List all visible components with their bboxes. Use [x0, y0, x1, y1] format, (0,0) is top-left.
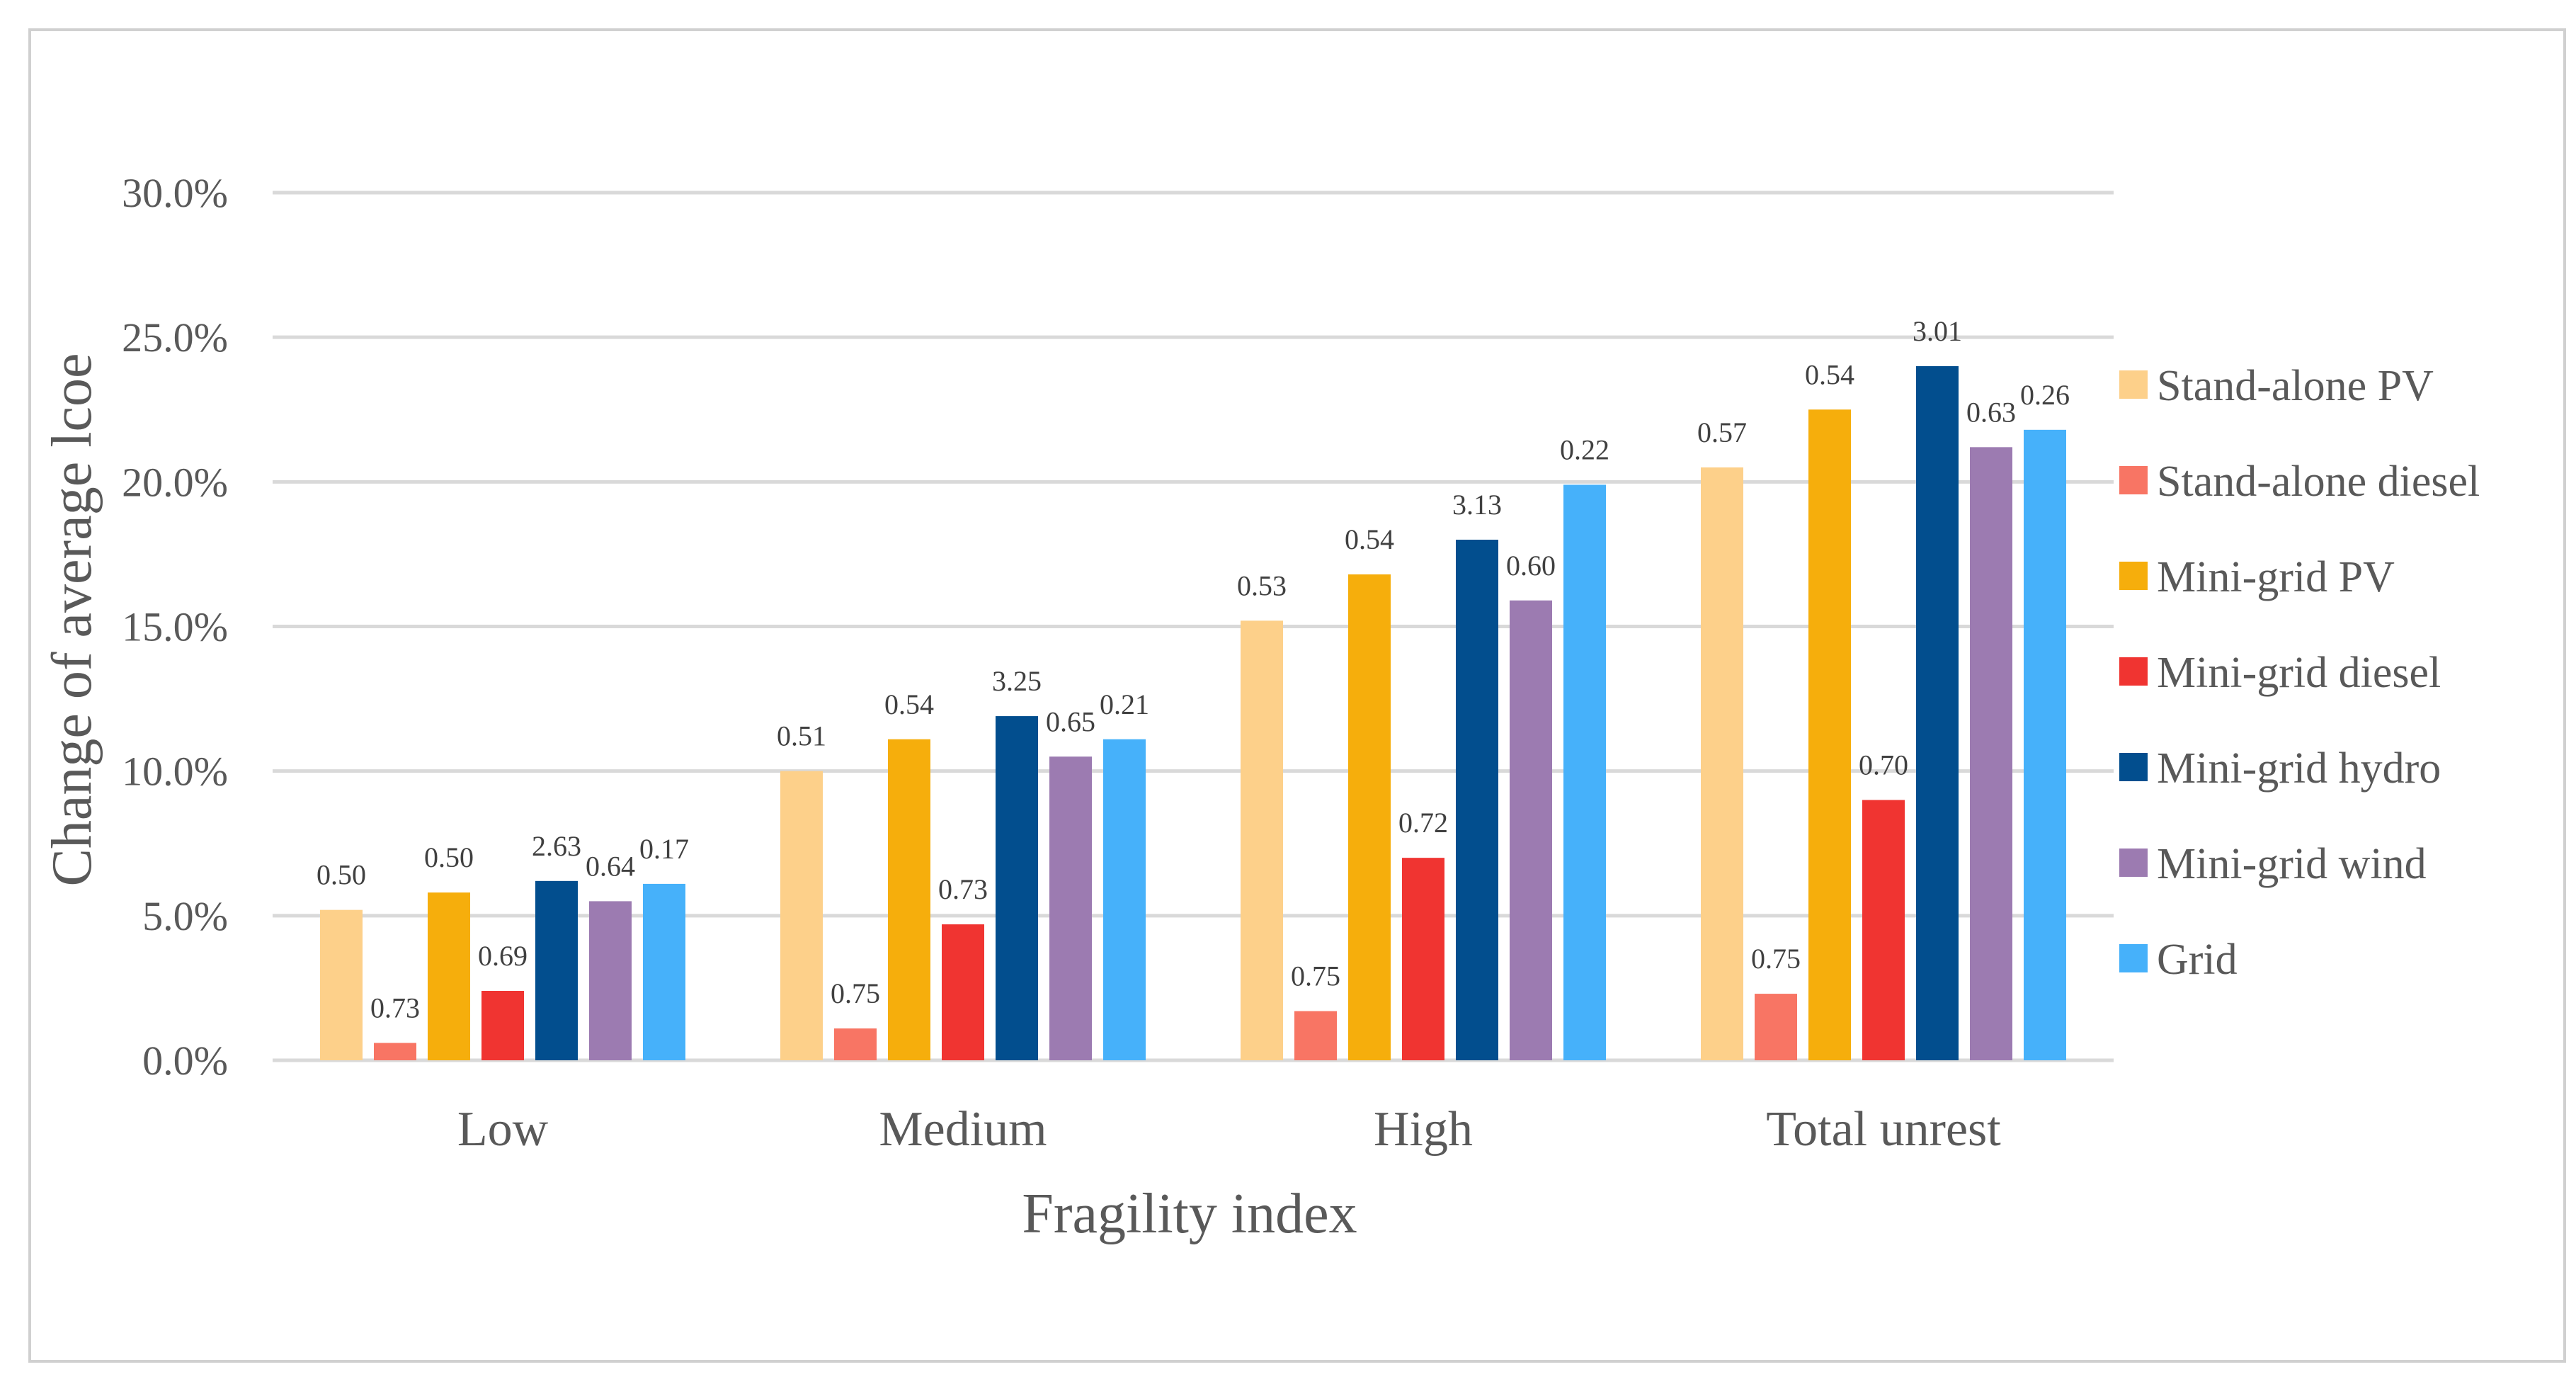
y-tick-label: 0.0% — [142, 1038, 228, 1084]
bar — [1862, 800, 1905, 1060]
legend-swatch — [2119, 657, 2148, 686]
legend-swatch — [2119, 753, 2148, 781]
y-tick-label: 15.0% — [122, 604, 228, 650]
label-layer: 0.0% 5.0% 10.0% 15.0% 20.0% 25.0% 30.0% 0.50 0.7… — [122, 170, 2070, 1157]
bar — [1348, 574, 1391, 1060]
bar — [2024, 429, 2066, 1060]
data-label: 0.26 — [2020, 379, 2070, 411]
bar — [1294, 1011, 1337, 1060]
data-label: 0.51 — [777, 720, 826, 752]
legend-swatch — [2119, 466, 2148, 494]
x-category-label: Low — [457, 1102, 549, 1157]
bar — [1916, 366, 1959, 1060]
bar — [1808, 409, 1851, 1060]
y-tick-label: 20.0% — [122, 459, 228, 505]
legend-label: Stand-alone PV — [2157, 362, 2434, 410]
bar — [834, 1028, 877, 1060]
bar — [1563, 484, 1606, 1060]
legend-swatch — [2119, 370, 2148, 399]
data-label: 0.64 — [586, 850, 635, 882]
bar — [1970, 447, 2012, 1060]
data-label: 0.75 — [1291, 960, 1340, 992]
legend-label: Stand-alone diesel — [2157, 458, 2480, 506]
data-label: 0.53 — [1237, 569, 1287, 601]
data-label: 0.70 — [1859, 749, 1908, 781]
bar — [481, 991, 524, 1060]
legend-label: Mini-grid hydro — [2157, 744, 2441, 793]
bar — [996, 716, 1038, 1060]
y-tick-label: 25.0% — [122, 314, 228, 361]
bar — [1402, 858, 1444, 1060]
legend-swatch — [2119, 849, 2148, 877]
data-label: 0.73 — [938, 873, 988, 905]
data-label: 3.01 — [1913, 315, 1962, 347]
legend-label: Mini-grid diesel — [2157, 649, 2441, 697]
x-category-label: Total unrest — [1766, 1102, 2001, 1157]
y-tick-label: 10.0% — [122, 749, 228, 795]
data-label: 0.50 — [424, 841, 474, 873]
bar — [643, 883, 685, 1060]
legend-swatch — [2119, 944, 2148, 972]
y-tick-label: 5.0% — [142, 893, 228, 939]
data-label: 0.54 — [884, 688, 934, 720]
y-tick-label: 30.0% — [122, 170, 228, 216]
data-label: 0.50 — [317, 859, 366, 891]
data-label: 0.63 — [1966, 396, 2016, 428]
data-label: 3.13 — [1452, 489, 1502, 521]
x-category-label: Medium — [879, 1102, 1047, 1157]
data-label: 0.54 — [1805, 358, 1854, 390]
data-label: 0.75 — [831, 977, 880, 1009]
bar — [780, 771, 823, 1060]
x-category-label: High — [1374, 1102, 1473, 1157]
data-label: 0.73 — [370, 992, 420, 1024]
bar — [1456, 540, 1498, 1060]
data-label: 0.57 — [1697, 416, 1747, 448]
data-label: 0.17 — [639, 833, 689, 865]
x-axis-title: Fragility index — [1022, 1183, 1357, 1245]
bar — [1241, 620, 1283, 1060]
y-axis-title: Change of average lcoe — [41, 353, 103, 887]
bar — [1103, 739, 1146, 1060]
data-label: 3.25 — [992, 665, 1042, 697]
data-label: 0.65 — [1046, 705, 1095, 737]
data-label: 0.60 — [1506, 550, 1556, 581]
bar — [1049, 756, 1092, 1060]
bar — [428, 892, 470, 1060]
bar — [535, 880, 578, 1060]
bar — [589, 901, 632, 1060]
data-label: 0.22 — [1560, 433, 1609, 465]
legend-label: Mini-grid PV — [2157, 553, 2395, 601]
data-label: 0.75 — [1751, 943, 1801, 975]
data-label: 0.54 — [1345, 523, 1394, 555]
grid-layer — [273, 191, 2114, 1062]
chart-border — [28, 28, 2566, 1363]
bar — [1755, 994, 1797, 1060]
bar-layer — [320, 366, 2066, 1060]
data-label: 0.69 — [478, 940, 528, 972]
bar — [1701, 467, 1743, 1060]
bar — [320, 909, 363, 1060]
data-label: 0.72 — [1398, 807, 1448, 839]
legend-label: Grid — [2157, 936, 2238, 984]
legend: Stand-alone PV Stand-alone diesel Mini-gri… — [2119, 362, 2480, 984]
bar — [1510, 600, 1552, 1060]
legend-swatch — [2119, 562, 2148, 590]
bar — [942, 924, 984, 1060]
legend-label: Mini-grid wind — [2157, 840, 2427, 888]
bar — [374, 1043, 416, 1060]
bar — [888, 739, 930, 1060]
data-label: 0.21 — [1100, 688, 1149, 720]
data-label: 2.63 — [532, 830, 581, 862]
